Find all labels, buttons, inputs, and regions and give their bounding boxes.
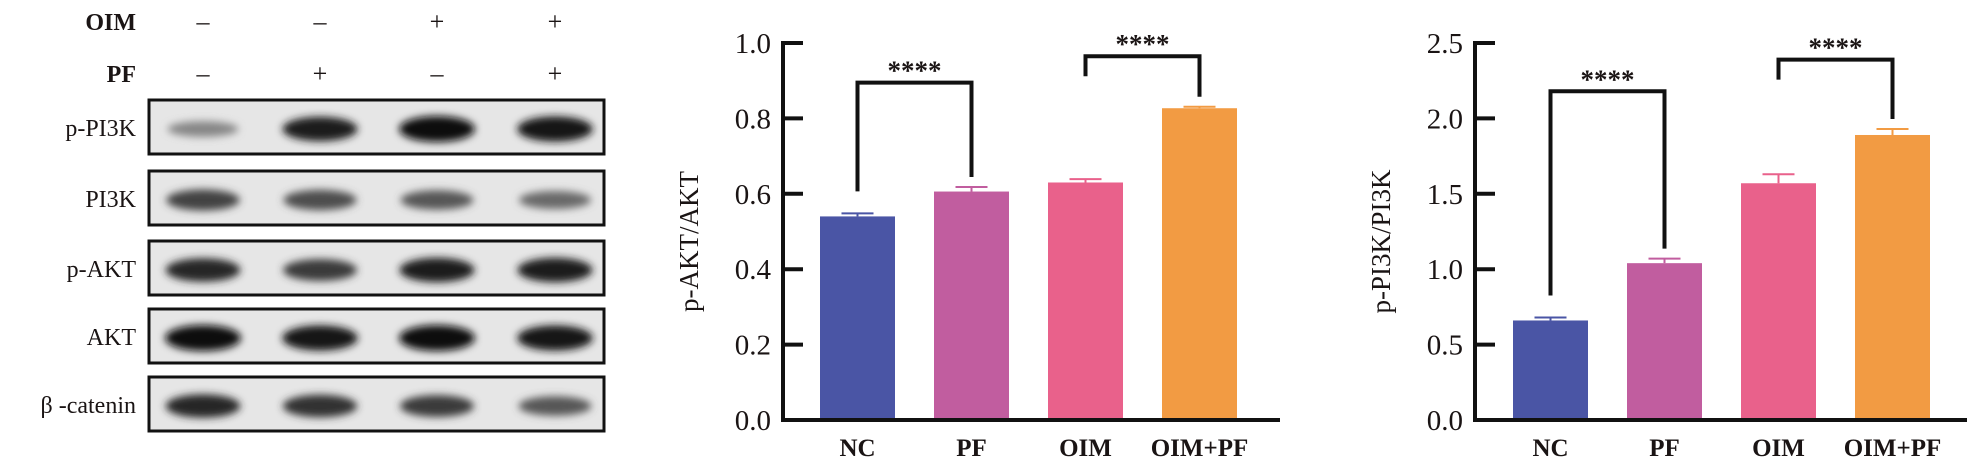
blot-band <box>166 189 240 211</box>
bar-pf <box>1627 263 1702 420</box>
significance-stars: **** <box>1809 33 1863 63</box>
y-tick-label: 0.0 <box>735 405 771 437</box>
x-tick-label: PF <box>1649 435 1680 461</box>
blot-band <box>518 396 592 416</box>
y-tick-label: 0.2 <box>735 330 771 362</box>
western-blot-panel: OIM – – + + PF – + – + p-PI3K PI3K p-AKT AKT β -cateni… <box>41 7 606 433</box>
blot-band <box>399 325 475 351</box>
condition-sign: + <box>430 7 445 36</box>
x-tick-label: OIM+PF <box>1151 435 1249 461</box>
condition-sign: + <box>313 59 328 88</box>
x-tick-label: NC <box>839 435 875 461</box>
bar-nc <box>820 216 895 420</box>
significance-stars: **** <box>1116 29 1170 59</box>
blot-band <box>283 189 357 211</box>
significance-bracket <box>1776 57 1895 119</box>
y-tick-label: 1.0 <box>735 28 771 60</box>
blot-band <box>165 325 241 351</box>
y-tick-label: 0.5 <box>1427 330 1463 362</box>
blot-band <box>167 121 239 137</box>
blot-band <box>400 395 474 417</box>
blot-band <box>165 258 241 282</box>
blot-row-label: β -catenin <box>41 393 137 419</box>
blot-row-label: p-PI3K <box>65 116 136 142</box>
condition-sign: + <box>548 7 563 36</box>
significance-bracket <box>1548 89 1667 296</box>
chart-p-pi3k-pi3k: NC PF OIM OIM+PF 0.0 0.5 1.0 1.5 2.0 2.5 p-PI3K/PI… <box>1366 28 1967 462</box>
blot-band <box>517 116 593 142</box>
condition-sign: – <box>313 7 328 36</box>
y-tick-label: 2.5 <box>1427 28 1463 60</box>
blot-band <box>399 257 475 283</box>
blot-band <box>517 325 593 351</box>
blot-band <box>282 116 358 142</box>
y-tick-label: 0.8 <box>735 103 771 135</box>
condition-sign: – <box>430 59 445 88</box>
blot-band <box>165 394 241 418</box>
significance-bracket <box>1083 54 1202 97</box>
blot-band <box>283 259 357 281</box>
blot-band <box>517 257 593 283</box>
blot-band <box>282 325 358 351</box>
x-tick-label: OIM <box>1752 435 1805 461</box>
y-tick-label: 2.0 <box>1427 103 1463 135</box>
bar-oim-pf <box>1855 134 1930 420</box>
condition-sign: + <box>548 59 563 88</box>
significance-stars: **** <box>888 56 942 86</box>
bar-nc <box>1513 320 1588 420</box>
x-tick-label: NC <box>1532 435 1568 461</box>
blot-band <box>399 116 475 142</box>
significance-bracket <box>855 80 974 192</box>
blot-band <box>282 394 358 418</box>
condition-sign: – <box>196 59 211 88</box>
bar-oim-pf <box>1162 108 1237 420</box>
bar-oim <box>1741 183 1816 420</box>
x-tick-label: PF <box>956 435 987 461</box>
y-tick-label: 1.5 <box>1427 179 1463 211</box>
blot-band <box>400 190 474 210</box>
significance-stars: **** <box>1581 64 1635 94</box>
y-tick-label: 1.0 <box>1427 254 1463 286</box>
condition-sign: – <box>196 7 211 36</box>
blot-row-label: p-AKT <box>67 257 137 283</box>
y-tick-label: 0.6 <box>735 179 771 211</box>
blot-band <box>519 191 591 209</box>
y-axis-label: p-PI3K/PI3K <box>1366 169 1396 314</box>
y-axis-label: p-AKT/AKT <box>674 171 704 312</box>
condition-label: OIM <box>85 10 136 36</box>
blot-row-label: PI3K <box>85 187 136 213</box>
x-tick-label: OIM+PF <box>1844 435 1942 461</box>
bar-oim <box>1048 182 1123 420</box>
chart-p-akt-akt: NC PF OIM OIM+PF 0.0 0.2 0.4 0.6 0.8 1.0 p-AKT/AKT… <box>674 28 1280 462</box>
y-tick-label: 0.4 <box>735 254 772 286</box>
bar-pf <box>934 191 1009 420</box>
condition-label: PF <box>107 62 136 88</box>
x-tick-label: OIM <box>1059 435 1112 461</box>
blot-row-label: AKT <box>87 325 137 351</box>
y-tick-label: 0.0 <box>1427 405 1463 437</box>
